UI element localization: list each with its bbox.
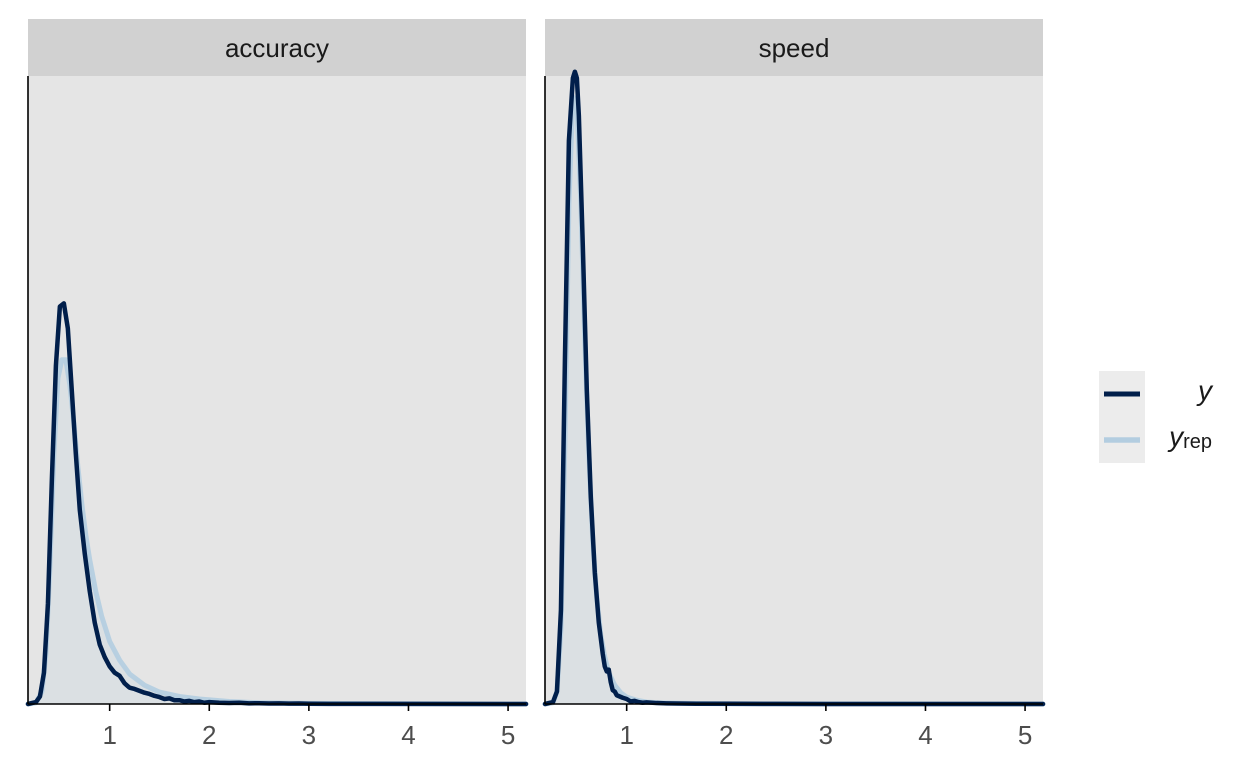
series-yrep-area bbox=[28, 359, 526, 704]
panel-background bbox=[545, 76, 1043, 704]
strip-label: speed bbox=[759, 33, 830, 63]
facet-panels: accuracy 1 2 3 4 5 speed 1 2 3 4 5 bbox=[25, 19, 1046, 750]
legend: y yrep bbox=[1099, 371, 1214, 463]
strip-background bbox=[28, 19, 526, 76]
panel-speed: speed 1 2 3 4 5 bbox=[542, 19, 1046, 750]
legend-key-background bbox=[1099, 371, 1145, 463]
x-tick-label: 2 bbox=[202, 720, 216, 750]
panel-accuracy: accuracy 1 2 3 4 5 bbox=[25, 19, 529, 750]
x-tick-label: 1 bbox=[102, 720, 116, 750]
x-tick-label: 2 bbox=[719, 720, 733, 750]
x-tick-label: 4 bbox=[401, 720, 415, 750]
legend-label-y: y bbox=[1196, 375, 1214, 406]
panel-background bbox=[28, 76, 526, 704]
legend-label-yrep: yrep bbox=[1167, 421, 1212, 453]
x-tick-label: 3 bbox=[819, 720, 833, 750]
series-yrep-area bbox=[545, 96, 1043, 704]
strip-background bbox=[545, 19, 1043, 76]
x-tick-label: 5 bbox=[501, 720, 515, 750]
strip-label: accuracy bbox=[225, 33, 329, 63]
x-tick-label: 3 bbox=[302, 720, 316, 750]
x-tick-label: 5 bbox=[1018, 720, 1032, 750]
x-tick-label: 1 bbox=[619, 720, 633, 750]
series-y-line bbox=[25, 301, 529, 707]
x-tick-label: 4 bbox=[918, 720, 932, 750]
